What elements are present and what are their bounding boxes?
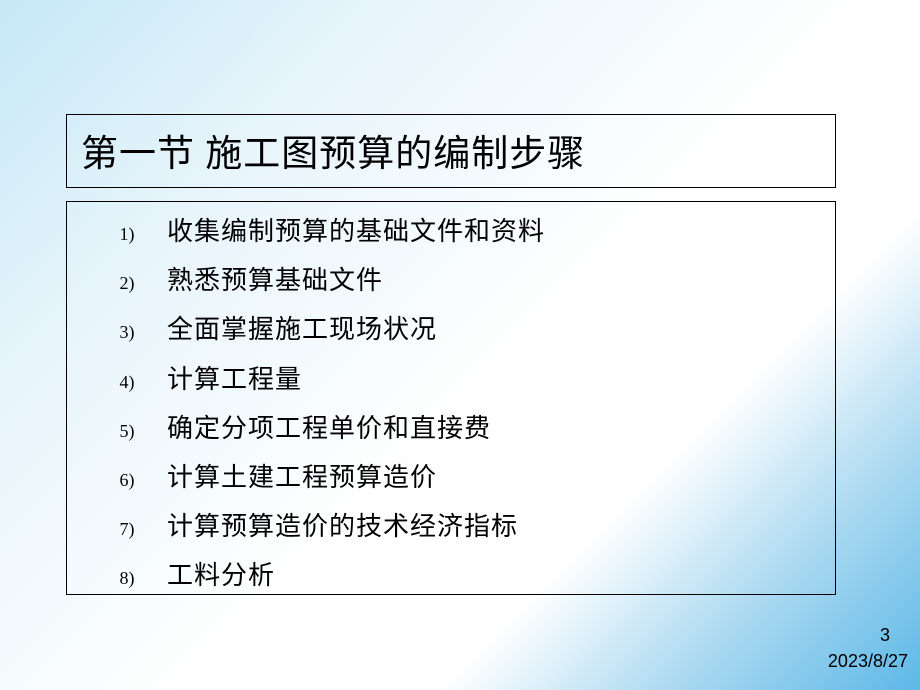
- list-number: 1): [87, 224, 167, 246]
- list-text: 收集编制预算的基础文件和资料: [167, 216, 545, 247]
- list-number: 8): [87, 568, 167, 590]
- content-box: 1) 收集编制预算的基础文件和资料 2) 熟悉预算基础文件 3) 全面掌握施工现…: [66, 201, 836, 595]
- list-text: 计算预算造价的技术经济指标: [167, 511, 518, 542]
- list-text: 确定分项工程单价和直接费: [167, 413, 491, 444]
- list-number: 5): [87, 421, 167, 443]
- list-number: 2): [87, 273, 167, 295]
- list-item: 1) 收集编制预算的基础文件和资料: [87, 216, 815, 247]
- list-item: 2) 熟悉预算基础文件: [87, 265, 815, 296]
- steps-list: 1) 收集编制预算的基础文件和资料 2) 熟悉预算基础文件 3) 全面掌握施工现…: [87, 216, 815, 592]
- list-item: 4) 计算工程量: [87, 364, 815, 395]
- list-text: 计算工程量: [167, 364, 302, 395]
- list-item: 3) 全面掌握施工现场状况: [87, 314, 815, 345]
- title-box: 第一节 施工图预算的编制步骤: [66, 114, 836, 188]
- list-item: 6) 计算土建工程预算造价: [87, 462, 815, 493]
- page-number: 3: [880, 625, 890, 646]
- list-number: 4): [87, 372, 167, 394]
- list-item: 8) 工料分析: [87, 560, 815, 591]
- list-text: 熟悉预算基础文件: [167, 265, 383, 296]
- list-text: 全面掌握施工现场状况: [167, 314, 437, 345]
- list-number: 3): [87, 322, 167, 344]
- list-number: 6): [87, 470, 167, 492]
- list-number: 7): [87, 519, 167, 541]
- slide-title: 第一节 施工图预算的编制步骤: [81, 123, 821, 177]
- list-item: 5) 确定分项工程单价和直接费: [87, 413, 815, 444]
- list-item: 7) 计算预算造价的技术经济指标: [87, 511, 815, 542]
- list-text: 工料分析: [167, 560, 275, 591]
- list-text: 计算土建工程预算造价: [167, 462, 437, 493]
- date-text: 2023/8/27: [828, 651, 908, 672]
